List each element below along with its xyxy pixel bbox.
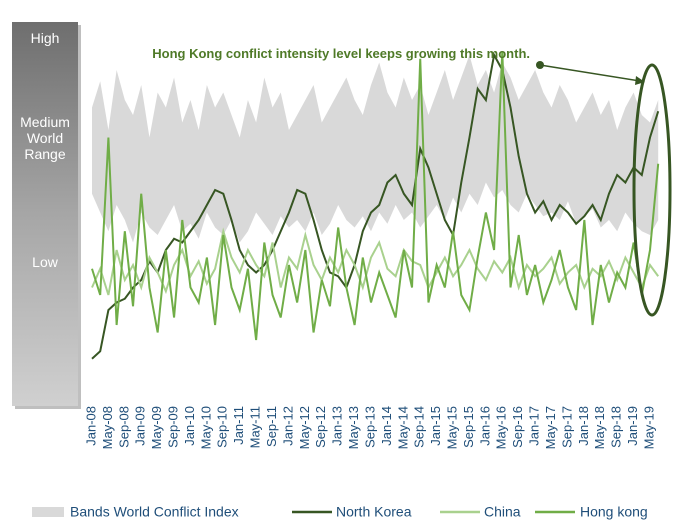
- x-tick-label: Sep-15: [461, 406, 476, 448]
- x-tick-label: May-15: [444, 406, 459, 449]
- legend-label: Bands World Conflict Index: [70, 504, 239, 520]
- legend-label: China: [484, 504, 521, 520]
- x-tick-label: Jan-14: [379, 406, 394, 446]
- y-label-low: Low: [32, 254, 58, 270]
- legend-label: North Korea: [336, 504, 412, 520]
- y-label-medium: Medium World Range: [20, 114, 70, 162]
- x-tick-label: Jan-15: [428, 406, 443, 446]
- x-tick-label: Jan-08: [83, 406, 98, 446]
- band-area: [92, 55, 659, 243]
- x-tick-label: Jan-09: [133, 406, 148, 446]
- annotation: Hong Kong conflict intensity level keeps…: [152, 46, 530, 61]
- highlight-ellipse: [632, 63, 672, 317]
- x-tick-label: Sep-09: [165, 406, 180, 448]
- x-tick-label: Sep-13: [362, 406, 377, 448]
- legend-swatch: [32, 507, 64, 517]
- series-line: [91, 227, 660, 296]
- y-label-high: High: [30, 30, 60, 46]
- legend-label: Hong kong: [580, 504, 648, 520]
- x-tick-label: Jan-16: [477, 406, 492, 446]
- x-tick-label: Jan-12: [280, 406, 295, 446]
- series-line: [91, 51, 660, 341]
- x-tick-label: May-11: [248, 406, 263, 448]
- x-tick-label: May-14: [395, 406, 410, 449]
- x-tick-label: May-16: [494, 406, 509, 449]
- x-tick-label: May-19: [641, 406, 656, 449]
- x-tick-label: May-12: [297, 406, 312, 449]
- x-tick-label: May-18: [592, 406, 607, 449]
- x-tick-label: May-08: [100, 406, 115, 449]
- x-tick-label: Sep-14: [412, 406, 427, 448]
- x-tick-label: Sep-16: [510, 406, 525, 448]
- x-tick-label: Sep-17: [559, 406, 574, 448]
- x-tick-label: Sep-11: [264, 406, 279, 447]
- x-tick-label: May-13: [346, 406, 361, 449]
- arrow: [539, 64, 641, 82]
- x-tick-label: Jan-10: [182, 406, 197, 446]
- x-tick-label: Jan-18: [576, 406, 591, 446]
- x-tick-label: May-09: [149, 406, 164, 449]
- x-tick-label: May-10: [198, 406, 213, 449]
- x-tick-label: Jan-11: [231, 406, 246, 445]
- x-tick-label: Sep-08: [116, 406, 131, 448]
- series-line: [91, 52, 660, 360]
- arrow-dot: [536, 61, 544, 69]
- intensity-scale: [12, 22, 78, 406]
- x-tick-label: Jan-17: [527, 406, 542, 446]
- x-tick-label: May-17: [543, 406, 558, 449]
- x-tick-label: Jan-13: [330, 406, 345, 446]
- x-tick-label: Jan-19: [625, 406, 640, 446]
- x-tick-label: Sep-10: [215, 406, 230, 448]
- x-tick-label: Sep-12: [313, 406, 328, 448]
- x-tick-label: Sep-18: [609, 406, 624, 448]
